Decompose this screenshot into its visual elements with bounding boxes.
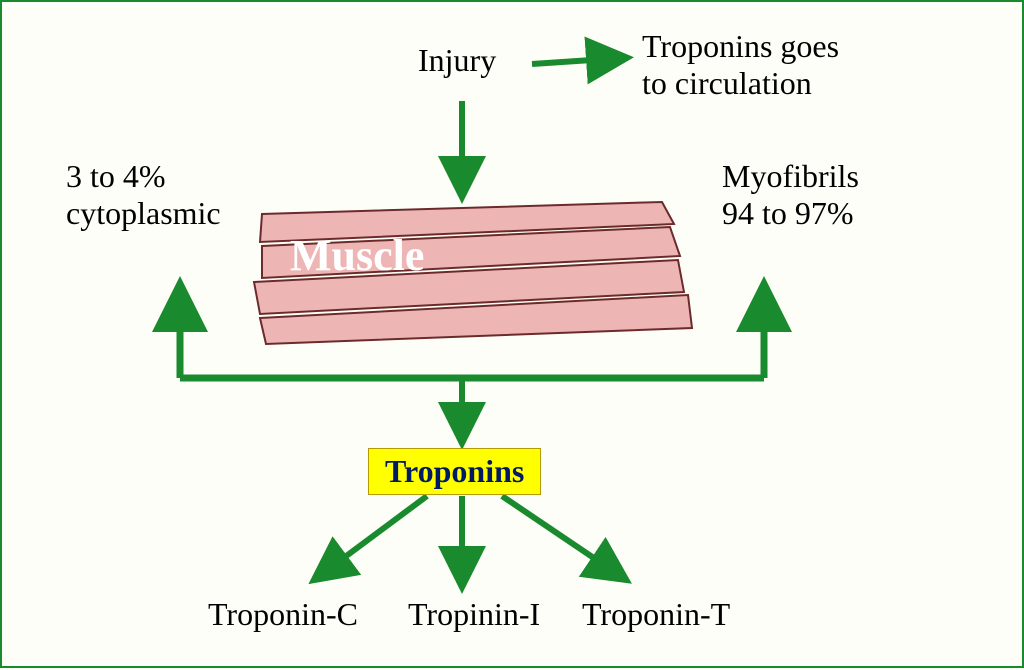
diagram-canvas: Injury Troponins goes to circulation 3 t… — [0, 0, 1024, 668]
arrow-injury-to-circulation — [532, 58, 622, 64]
arrow-troponins-to-t — [502, 496, 622, 577]
label-troponin-t: Troponin-T — [582, 596, 730, 633]
bracket — [180, 290, 764, 378]
label-myofibrils: Myofibrils 94 to 97% — [722, 158, 859, 232]
troponins-box: Troponins — [368, 448, 541, 495]
label-injury: Injury — [418, 42, 496, 79]
label-circulation: Troponins goes to circulation — [642, 28, 839, 102]
label-troponin-i: Tropinin-I — [408, 596, 540, 633]
label-cytoplasmic: 3 to 4% cytoplasmic — [66, 158, 221, 232]
label-muscle: Muscle — [290, 230, 424, 281]
arrow-troponins-to-c — [318, 496, 427, 577]
label-troponin-c: Troponin-C — [208, 596, 358, 633]
svg-layer — [2, 2, 1024, 670]
